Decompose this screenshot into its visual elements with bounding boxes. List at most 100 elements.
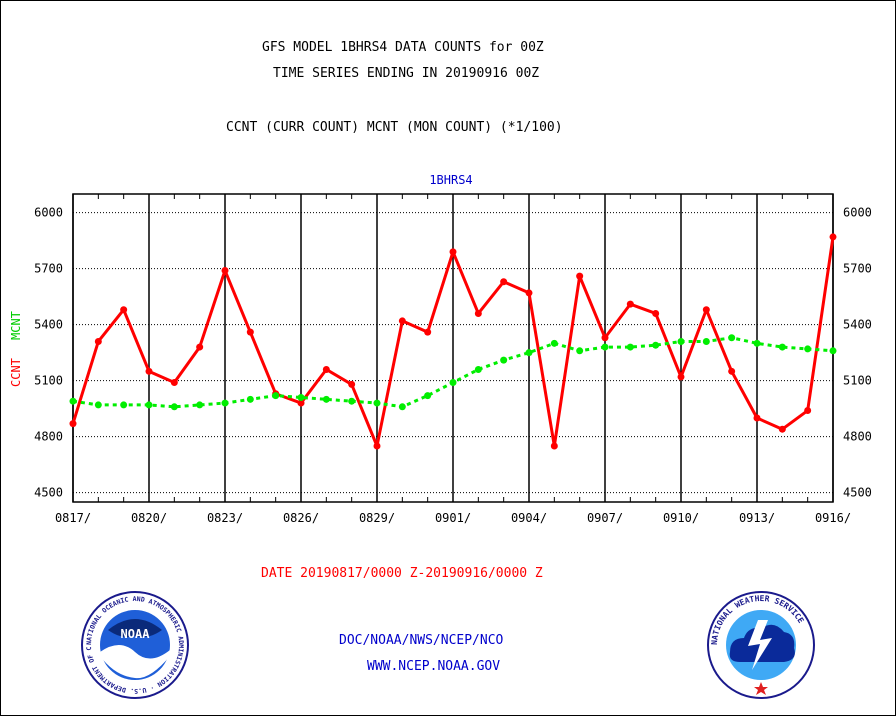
point-mcnt xyxy=(297,393,305,401)
point-mcnt xyxy=(804,345,812,353)
nws-logo: NATIONAL WEATHER SERVICE xyxy=(707,591,815,699)
point-mcnt xyxy=(652,341,660,349)
point-ccnt xyxy=(69,420,77,428)
point-ccnt xyxy=(373,442,381,450)
y-tick-label-left: 5700 xyxy=(34,262,63,276)
point-ccnt xyxy=(170,379,178,387)
point-mcnt xyxy=(348,397,356,405)
point-ccnt xyxy=(246,328,254,336)
point-mcnt xyxy=(525,349,533,357)
data-series xyxy=(69,233,837,450)
point-mcnt xyxy=(753,339,761,347)
x-tick-label: 0901/ xyxy=(435,511,471,525)
point-ccnt xyxy=(120,306,128,314)
x-tick-label: 0916/ xyxy=(815,511,851,525)
chart-title-line2: TIME SERIES ENDING IN 20190916 00Z xyxy=(273,66,540,81)
point-ccnt xyxy=(804,407,812,415)
point-ccnt xyxy=(424,328,432,336)
point-ccnt xyxy=(677,373,685,381)
point-mcnt xyxy=(677,337,685,345)
noaa-logo-text: NOAA xyxy=(121,627,151,641)
point-mcnt xyxy=(246,395,254,403)
x-tick-label: 0913/ xyxy=(739,511,775,525)
point-mcnt xyxy=(373,399,381,407)
org-line: DOC/NOAA/NWS/NCEP/NCO xyxy=(339,633,504,648)
point-mcnt xyxy=(272,392,280,400)
y-tick-label-right: 5100 xyxy=(843,374,872,388)
website-link[interactable]: WWW.NCEP.NOAA.GOV xyxy=(367,659,501,674)
x-tick-label: 0829/ xyxy=(359,511,395,525)
x-tick-label: 0823/ xyxy=(207,511,243,525)
point-ccnt xyxy=(500,278,508,286)
time-series-chart: 1BHRS4 4500 4500 4800 4800 5100 5100 5400 5400 5… xyxy=(9,173,872,525)
point-ccnt xyxy=(778,425,786,433)
point-ccnt xyxy=(348,380,356,388)
point-ccnt xyxy=(626,300,634,308)
point-mcnt xyxy=(702,337,710,345)
y-tick-label-left: 4500 xyxy=(34,486,63,500)
y-tick-label-right: 5700 xyxy=(843,262,872,276)
point-mcnt xyxy=(398,403,406,411)
point-ccnt xyxy=(702,306,710,314)
point-mcnt xyxy=(550,339,558,347)
point-mcnt xyxy=(626,343,634,351)
point-mcnt xyxy=(829,347,837,355)
y-axis-label-mcnt: MCNT xyxy=(9,311,23,340)
y-tick-label-right: 4800 xyxy=(843,430,872,444)
point-mcnt xyxy=(170,403,178,411)
point-mcnt xyxy=(120,401,128,409)
point-ccnt xyxy=(94,337,102,345)
point-ccnt xyxy=(322,365,330,373)
x-tick-label: 0907/ xyxy=(587,511,623,525)
chart-panel-title: 1BHRS4 xyxy=(429,173,472,187)
point-ccnt xyxy=(728,367,736,375)
y-tick-label-right: 4500 xyxy=(843,486,872,500)
point-ccnt xyxy=(449,248,457,256)
chart-title-line1: GFS MODEL 1BHRS4 DATA COUNTS for 00Z xyxy=(262,40,544,55)
point-mcnt xyxy=(145,401,153,409)
point-ccnt xyxy=(398,317,406,325)
chart-subtitle: CCNT (CURR COUNT) MCNT (MON COUNT) (*1/1… xyxy=(226,120,563,135)
y-axis-label-ccnt: CCNT xyxy=(9,358,23,387)
x-tick-label: 0904/ xyxy=(511,511,547,525)
point-mcnt xyxy=(601,343,609,351)
point-ccnt xyxy=(550,442,558,450)
point-mcnt xyxy=(196,401,204,409)
point-mcnt xyxy=(728,334,736,342)
grid-lines xyxy=(72,194,834,502)
point-ccnt xyxy=(601,334,609,342)
x-tick-label: 0910/ xyxy=(663,511,699,525)
point-ccnt xyxy=(525,289,533,297)
point-mcnt xyxy=(94,401,102,409)
point-mcnt xyxy=(221,399,229,407)
y-tick-label-right: 5400 xyxy=(843,318,872,332)
point-ccnt xyxy=(221,267,229,275)
date-range-label: DATE 20190817/0000 Z-20190916/0000 Z xyxy=(261,566,543,581)
point-ccnt xyxy=(576,272,584,280)
point-mcnt xyxy=(474,365,482,373)
point-ccnt xyxy=(652,309,660,317)
point-ccnt xyxy=(196,343,204,351)
y-tick-label-left: 4800 xyxy=(34,430,63,444)
point-mcnt xyxy=(69,397,77,405)
point-mcnt xyxy=(424,392,432,400)
y-tick-label-left: 6000 xyxy=(34,206,63,220)
point-mcnt xyxy=(500,356,508,364)
point-mcnt xyxy=(778,343,786,351)
point-mcnt xyxy=(449,379,457,387)
point-mcnt xyxy=(322,395,330,403)
noaa-logo: NATIONAL OCEANIC AND ATMOSPHERIC ADMINIS… xyxy=(80,590,189,699)
x-tick-label: 0817/ xyxy=(55,511,91,525)
point-ccnt xyxy=(474,309,482,317)
tick-labels: 4500 4500 4800 4800 5100 5100 5400 5400 5700 5700… xyxy=(34,206,872,525)
y-tick-label-left: 5100 xyxy=(34,374,63,388)
point-mcnt xyxy=(576,347,584,355)
point-ccnt xyxy=(145,367,153,375)
x-tick-label: 0820/ xyxy=(131,511,167,525)
y-tick-label-right: 6000 xyxy=(843,206,872,220)
point-ccnt xyxy=(829,233,837,241)
y-tick-label-left: 5400 xyxy=(34,318,63,332)
x-tick-label: 0826/ xyxy=(283,511,319,525)
point-ccnt xyxy=(297,399,305,407)
point-ccnt xyxy=(753,414,761,422)
